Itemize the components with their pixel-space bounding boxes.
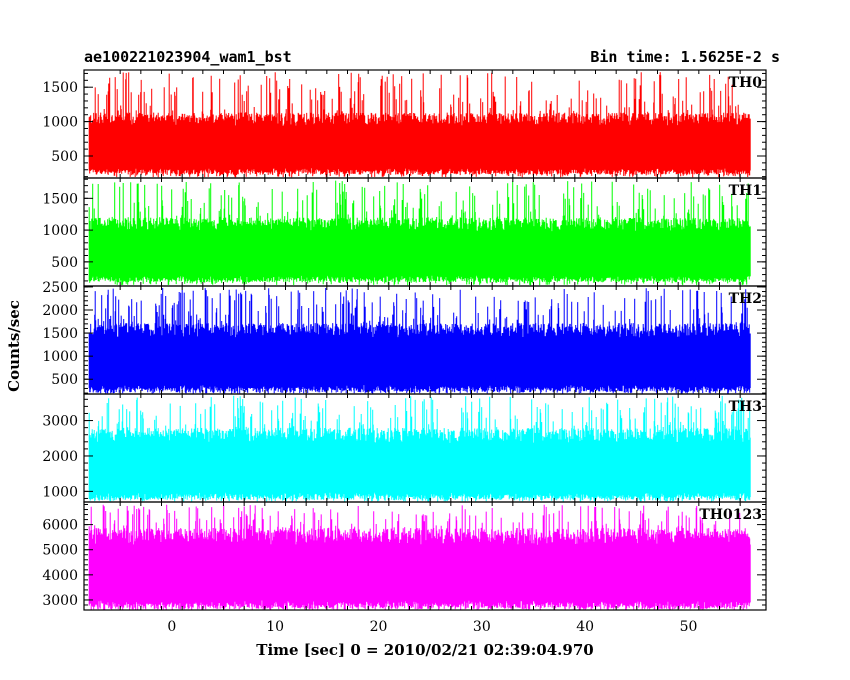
x-tick-label: 40 xyxy=(576,619,594,635)
y-axis-label: Counts/sec xyxy=(5,300,23,392)
series-line-th1 xyxy=(88,180,751,286)
x-tick-label: 10 xyxy=(266,619,284,635)
y-tick-label: 1500 xyxy=(42,80,78,96)
panel-label: TH1 xyxy=(729,183,762,199)
panel-th1: 500 1000 1500 TH1 xyxy=(42,177,767,287)
y-tick-label: 1500 xyxy=(42,326,78,342)
y-tick-label: 2500 xyxy=(42,280,78,296)
y-tick-label: 1500 xyxy=(42,191,78,207)
y-tick-label: 500 xyxy=(51,255,78,271)
x-tick-label: 0 xyxy=(167,619,176,635)
y-tick-label: 5000 xyxy=(42,543,78,559)
panel-label: TH0 xyxy=(729,75,763,91)
y-tick-label: 1000 xyxy=(42,349,78,365)
y-tick-label: 4000 xyxy=(42,568,78,584)
panel-label: TH3 xyxy=(729,399,762,415)
series-line-th0123 xyxy=(88,504,751,610)
panel-th0: 500 1000 1500 TH0 xyxy=(42,69,767,179)
y-tick-label: 1000 xyxy=(42,223,78,239)
panel-th2: 500 1000 1500 2000 2500 TH2 xyxy=(42,280,767,395)
panel-label: TH2 xyxy=(729,291,762,307)
y-tick-label: 6000 xyxy=(42,518,78,534)
y-tick-label: 2000 xyxy=(42,449,78,465)
y-tick-label: 500 xyxy=(51,149,78,165)
y-tick-label: 1000 xyxy=(42,484,78,500)
panel-frame xyxy=(83,501,767,611)
y-tick-label: 2000 xyxy=(42,303,78,319)
panel-th0123: 3000 4000 5000 6000 TH0123 xyxy=(42,501,767,611)
series-line-th2 xyxy=(88,288,751,394)
x-tick-label: 50 xyxy=(680,619,698,635)
panel-label: TH0123 xyxy=(699,507,762,523)
y-tick-label: 3000 xyxy=(42,414,78,430)
y-tick-label: 500 xyxy=(51,372,78,388)
x-axis-label: Time [sec] 0 = 2010/02/21 02:39:04.970 xyxy=(256,641,593,659)
panel-th3: 1000 2000 3000 TH3 xyxy=(42,393,767,503)
series-line-th3 xyxy=(88,395,751,502)
chart-title-right: Bin time: 1.5625E-2 s xyxy=(590,48,780,66)
x-tick-label: 30 xyxy=(473,619,491,635)
series-line-th0 xyxy=(88,72,751,178)
y-tick-label: 3000 xyxy=(42,593,78,609)
y-tick-label: 1000 xyxy=(42,115,78,131)
x-tick-label: 20 xyxy=(370,619,388,635)
chart-title-left: ae100221023904_wam1_bst xyxy=(84,48,292,66)
